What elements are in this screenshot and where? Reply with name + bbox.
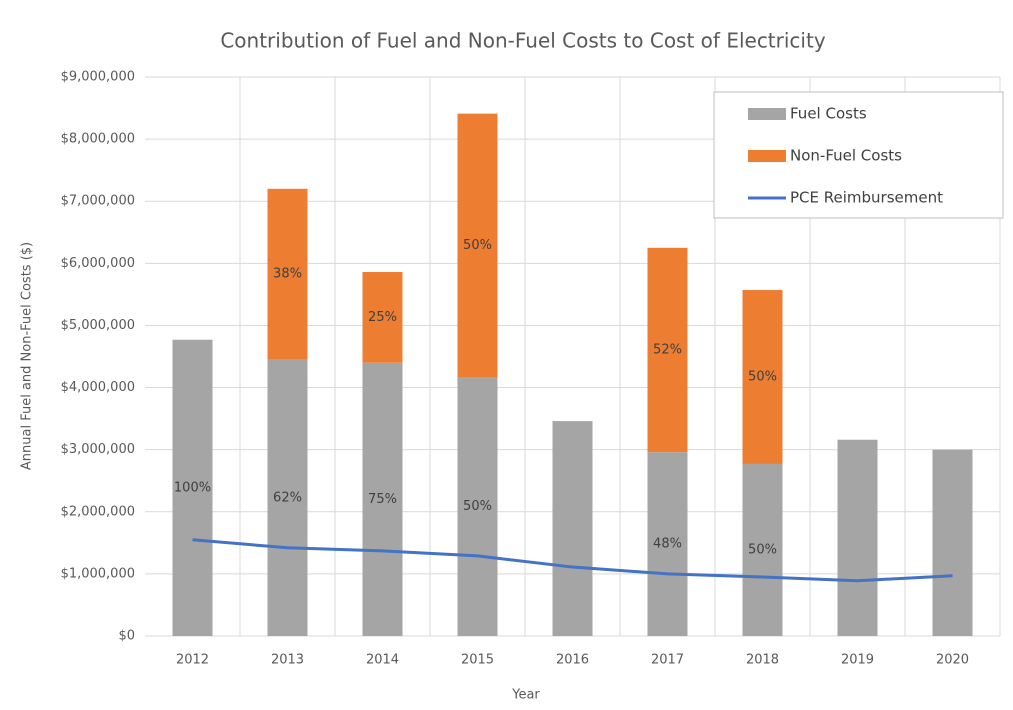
y-tick-label: $7,000,000 — [61, 194, 135, 209]
y-tick-label: $6,000,000 — [61, 256, 135, 271]
x-tick-label: 2014 — [366, 653, 399, 668]
y-tick-label: $5,000,000 — [61, 318, 135, 333]
legend-label: PCE Reimbursement — [790, 189, 943, 207]
legend-swatch — [748, 150, 786, 162]
bar-segment — [742, 290, 783, 464]
bar-segment — [172, 339, 213, 636]
x-tick-label: 2017 — [651, 653, 684, 668]
data-label: 52% — [653, 342, 682, 357]
bar-segment — [362, 272, 403, 363]
data-label: 50% — [748, 542, 777, 557]
chart-title: Contribution of Fuel and Non-Fuel Costs … — [220, 29, 825, 53]
x-tick-label: 2012 — [176, 653, 209, 668]
y-tick-label: $9,000,000 — [61, 70, 135, 85]
bar-segment — [457, 113, 498, 377]
legend-swatch — [748, 108, 786, 120]
bar-segment — [267, 188, 308, 360]
bar-segment — [742, 463, 783, 636]
data-label: 38% — [273, 267, 302, 282]
bar-segment — [647, 452, 688, 636]
y-tick-label: $0 — [118, 629, 135, 644]
x-tick-label: 2020 — [936, 653, 969, 668]
y-axis-label: Annual Fuel and Non-Fuel Costs ($) — [20, 242, 35, 470]
bar-segment — [647, 247, 688, 453]
y-tick-label: $8,000,000 — [61, 132, 135, 147]
x-tick-label: 2013 — [271, 653, 304, 668]
bar-segment — [362, 362, 403, 636]
bar-segment — [932, 449, 973, 636]
bar-segment — [552, 421, 593, 636]
x-tick-label: 2018 — [746, 653, 779, 668]
bar-segment — [837, 439, 878, 636]
x-axis-label: Year — [511, 688, 540, 703]
legend-label: Fuel Costs — [790, 105, 867, 123]
legend-label: Non-Fuel Costs — [790, 147, 902, 165]
x-tick-label: 2015 — [461, 653, 494, 668]
data-label: 100% — [174, 480, 211, 495]
y-tick-label: $4,000,000 — [61, 380, 135, 395]
data-label: 50% — [463, 238, 492, 253]
bar-segment — [457, 376, 498, 636]
data-label: 25% — [368, 310, 397, 325]
x-tick-label: 2019 — [841, 653, 874, 668]
y-tick-label: $3,000,000 — [61, 442, 135, 457]
line-series — [192, 538, 953, 583]
data-label: 75% — [368, 492, 397, 507]
data-label: 48% — [653, 537, 682, 552]
bar-segment — [267, 359, 308, 636]
data-label: 62% — [273, 490, 302, 505]
data-label: 50% — [463, 499, 492, 514]
x-tick-label: 2016 — [556, 653, 589, 668]
y-tick-label: $2,000,000 — [61, 504, 135, 519]
data-label: 50% — [748, 369, 777, 384]
y-tick-label: $1,000,000 — [61, 566, 135, 581]
